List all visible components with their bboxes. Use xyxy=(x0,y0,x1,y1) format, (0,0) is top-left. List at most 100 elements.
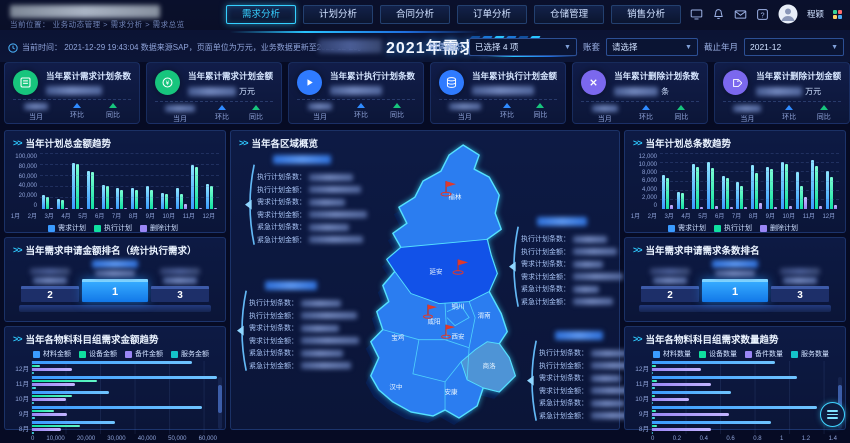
podium-rank-label: 1 xyxy=(82,279,148,302)
bar-group[interactable] xyxy=(825,154,837,209)
help-icon[interactable]: ? xyxy=(756,8,769,21)
chart-zoom-slider[interactable] xyxy=(838,377,842,429)
bar-group[interactable] xyxy=(766,154,778,209)
update-info: 当前时间： 2021-12-29 19:43:04 数据来源SAP，页面单位为万… xyxy=(8,42,366,53)
map-label-yanan[interactable]: 延安 xyxy=(429,266,443,275)
amount-rank-podium: 2 1 3 xyxy=(5,260,225,302)
tab-order-analysis[interactable]: 订单分析 xyxy=(457,5,528,24)
flag-pin-icon[interactable] xyxy=(422,304,437,319)
legend-item[interactable]: 需求计划 xyxy=(48,223,86,233)
legend-item[interactable]: 执行计划 xyxy=(714,223,752,233)
mail-icon[interactable] xyxy=(734,8,747,21)
menu-fab-button[interactable] xyxy=(820,402,845,427)
map-label-xianyang[interactable]: 咸阳 xyxy=(427,317,440,326)
map-label-shangluo[interactable]: 商洛 xyxy=(483,361,497,370)
tab-sales-analysis[interactable]: 销售分析 xyxy=(611,5,682,24)
monitor-icon[interactable] xyxy=(690,8,703,21)
map-label-xian[interactable]: 西安 xyxy=(452,332,466,341)
legend-item[interactable]: 材料金额 xyxy=(33,349,71,359)
tab-warehouse-management[interactable]: 仓储管理 xyxy=(534,5,605,24)
bar-group[interactable] xyxy=(691,154,703,209)
podium-rank-label: 2 xyxy=(641,286,699,302)
legend-item[interactable]: 需求计划 xyxy=(668,223,706,233)
bar-row[interactable]: 9月 xyxy=(629,406,837,419)
bar-group[interactable] xyxy=(676,154,688,209)
bar-group[interactable] xyxy=(71,154,83,209)
bar-group[interactable] xyxy=(661,154,673,209)
kpi-card-demand-amount: ¥ 当年累计需求计划金额 万元 当月 环比 同比 xyxy=(146,62,283,124)
filter-label-ledger: 账套 xyxy=(582,42,600,52)
bar-group[interactable] xyxy=(161,154,173,209)
bar-group[interactable] xyxy=(796,154,808,209)
legend-item[interactable]: 备件金额 xyxy=(125,349,163,359)
ledger-select[interactable]: 请选择 ▼ xyxy=(605,38,698,56)
bar-row[interactable]: 12月 xyxy=(9,361,217,374)
bar-group[interactable] xyxy=(116,154,128,209)
bar-group[interactable] xyxy=(721,154,733,209)
bar-group[interactable] xyxy=(736,154,748,209)
legend-item[interactable]: 服务金额 xyxy=(171,349,209,359)
kpi-stat-mom: 环比 xyxy=(500,103,514,122)
flag-pin-icon[interactable] xyxy=(452,259,469,275)
bar-row[interactable]: 9月 xyxy=(9,406,217,419)
arrow-up-icon xyxy=(73,103,81,108)
flag-pin-icon[interactable] xyxy=(440,181,457,197)
panel-count-rank: >> 当年需求申请需求条数排名 2 1 3 xyxy=(624,237,846,322)
bar-row[interactable]: 11月 xyxy=(9,376,217,389)
sales-org-select[interactable]: 已选择 4 项 ▼ xyxy=(468,38,577,56)
panel-material-amount: >> 当年各物料科目组需求金额趋势 材料金额 设备金额 备件金额 服务金额 12月 11月 1… xyxy=(4,326,226,442)
chart-zoom-slider[interactable] xyxy=(218,377,222,429)
bar-group[interactable] xyxy=(101,154,113,209)
bar-group[interactable] xyxy=(205,154,217,209)
bar-row[interactable]: 10月 xyxy=(9,391,217,404)
bar-row[interactable]: 8月 xyxy=(9,421,217,434)
end-month-select[interactable]: 2021-12 ▼ xyxy=(744,38,844,56)
bar-group[interactable] xyxy=(781,154,793,209)
legend-item[interactable]: 执行计划 xyxy=(94,223,132,233)
tab-contract-analysis[interactable]: 合同分析 xyxy=(380,5,451,24)
map-label-hanzhong[interactable]: 汉中 xyxy=(389,382,402,391)
bell-icon[interactable] xyxy=(712,8,725,21)
bar-group[interactable] xyxy=(191,154,203,209)
kpi-title: 当年累计删除计划金额 xyxy=(756,71,842,81)
user-name[interactable]: 程颖 xyxy=(806,9,824,19)
bar-group[interactable] xyxy=(811,154,823,209)
bar-row[interactable]: 10月 xyxy=(629,391,837,404)
kpi-stat-mom: 环比 xyxy=(215,105,229,124)
bar-group[interactable] xyxy=(751,154,763,209)
bar-group[interactable] xyxy=(706,154,718,209)
flag-pin-icon[interactable] xyxy=(441,324,456,339)
kpi-value-redacted xyxy=(472,86,535,95)
map-label-yulin[interactable]: 榆林 xyxy=(449,192,463,201)
map-label-tongchuan[interactable]: 铜川 xyxy=(452,302,465,311)
podium-rank-label: 1 xyxy=(702,279,768,302)
apps-grid-icon[interactable] xyxy=(833,9,842,19)
avatar[interactable] xyxy=(778,4,798,24)
bar-group[interactable] xyxy=(146,154,158,209)
province-map[interactable]: 榆林 延安 铜川 渭南 咸阳 西安 宝鸡 商洛 汉中 安康 xyxy=(319,141,557,427)
svg-text:¥: ¥ xyxy=(166,80,170,87)
legend-item[interactable]: 删除计划 xyxy=(760,223,798,233)
legend-item[interactable]: 备件数量 xyxy=(745,349,783,359)
bar-row[interactable]: 11月 xyxy=(629,376,837,389)
panel-count-trend: >> 当年计划总条数趋势 12,000 10,000 8,000 6,000 4,000 2… xyxy=(624,130,846,233)
bar-group[interactable] xyxy=(176,154,188,209)
legend-item[interactable]: 设备数量 xyxy=(699,349,737,359)
bar-group[interactable] xyxy=(41,154,53,209)
legend-item[interactable]: 设备金额 xyxy=(79,349,117,359)
bar-row[interactable]: 12月 xyxy=(629,361,837,374)
map-label-ankang[interactable]: 安康 xyxy=(445,387,459,396)
legend-item[interactable]: 服务数量 xyxy=(791,349,829,359)
legend-item[interactable]: 删除计划 xyxy=(140,223,178,233)
map-label-baoji[interactable]: 宝鸡 xyxy=(391,333,405,342)
tab-demand-analysis[interactable]: 需求分析 xyxy=(226,5,297,24)
bar-row[interactable]: 8月 xyxy=(629,421,837,434)
bar-group[interactable] xyxy=(131,154,143,209)
panel-title: 当年各区域概览 xyxy=(251,139,319,150)
map-label-weinan[interactable]: 渭南 xyxy=(478,311,492,320)
legend-item[interactable]: 材料数量 xyxy=(653,349,691,359)
bar-group[interactable] xyxy=(86,154,98,209)
bar-group[interactable] xyxy=(56,154,68,209)
kpi-title: 当年累计需求计划条数 xyxy=(46,71,132,81)
tab-plan-analysis[interactable]: 计划分析 xyxy=(303,5,374,24)
